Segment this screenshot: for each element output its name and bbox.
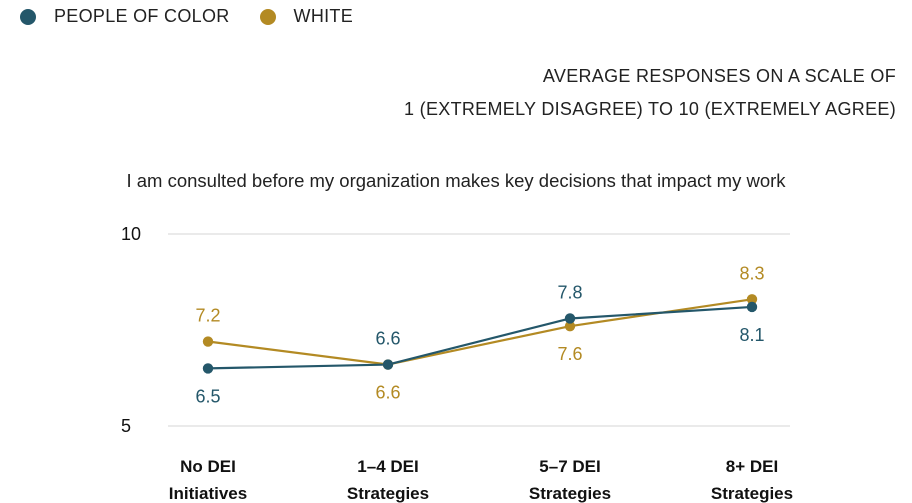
series-line-1: [207, 298, 753, 366]
data-point-1-3: [746, 294, 758, 305]
data-label-0-0: 6.5: [195, 386, 220, 406]
y-tick-label-10: 10: [121, 224, 141, 244]
scale-note: AVERAGE RESPONSES ON A SCALE OF 1 (EXTRE…: [404, 60, 896, 126]
y-tick-label-5: 5: [121, 416, 131, 436]
scale-note-line-2: 1 (EXTREMELY DISAGREE) TO 10 (EXTREMELY …: [404, 99, 896, 119]
legend-dot-white: [259, 8, 276, 25]
data-point-1-0: [202, 336, 214, 347]
data-point-0-1: [382, 359, 394, 370]
x-tick-label-2-1: Strategies: [529, 484, 611, 503]
legend-label-people-of-color: PEOPLE OF COLOR: [54, 6, 230, 26]
x-tick-label-0-0: No DEI: [180, 457, 236, 476]
x-tick-label-2-0: 5–7 DEI: [539, 457, 600, 476]
legend: PEOPLE OF COLOR WHITE: [20, 6, 383, 27]
data-point-0-3: [746, 301, 758, 313]
legend-dot-people-of-color: [20, 8, 36, 25]
scale-note-line-1: AVERAGE RESPONSES ON A SCALE OF: [542, 66, 896, 86]
x-tick-label-3-0: 8+ DEI: [726, 457, 778, 476]
legend-label-white: WHITE: [293, 6, 354, 26]
data-label-0-2: 7.8: [557, 282, 582, 302]
data-label-1-0: 7.2: [195, 306, 220, 326]
chart-title: I am consulted before my organization ma…: [126, 170, 786, 191]
data-label-1-1: 6.6: [375, 383, 400, 403]
data-label-0-1: 6.6: [375, 329, 400, 349]
data-label-0-3: 8.1: [739, 325, 764, 345]
x-tick-label-0-1: Initiatives: [169, 484, 247, 503]
data-label-1-2: 7.6: [557, 344, 582, 364]
legend-item-white: WHITE: [259, 6, 354, 27]
data-label-1-3: 8.3: [739, 263, 764, 283]
series-line-0: [207, 305, 753, 370]
data-point-0-2: [564, 313, 576, 324]
data-point-0-0: [202, 363, 214, 374]
x-tick-label-3-1: Strategies: [711, 484, 793, 503]
legend-item-people-of-color: PEOPLE OF COLOR: [20, 6, 230, 27]
data-point-1-2: [564, 320, 576, 332]
x-tick-label-1-1: Strategies: [347, 484, 429, 503]
x-tick-label-1-0: 1–4 DEI: [357, 457, 418, 476]
